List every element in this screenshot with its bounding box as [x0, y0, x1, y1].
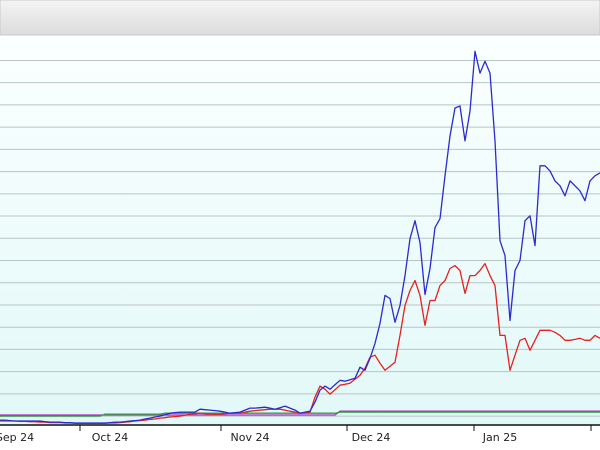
series-line: [0, 410, 600, 416]
series-line: [0, 50, 600, 424]
x-tick-label: Oct 24: [92, 431, 129, 444]
x-tick-label: Nov 24: [231, 431, 270, 444]
x-tick-label: Jan 25: [482, 431, 517, 444]
x-tick-label: Dec 24: [352, 431, 391, 444]
header-bar: [0, 0, 600, 36]
x-tick-label: Sep 24: [0, 431, 34, 444]
